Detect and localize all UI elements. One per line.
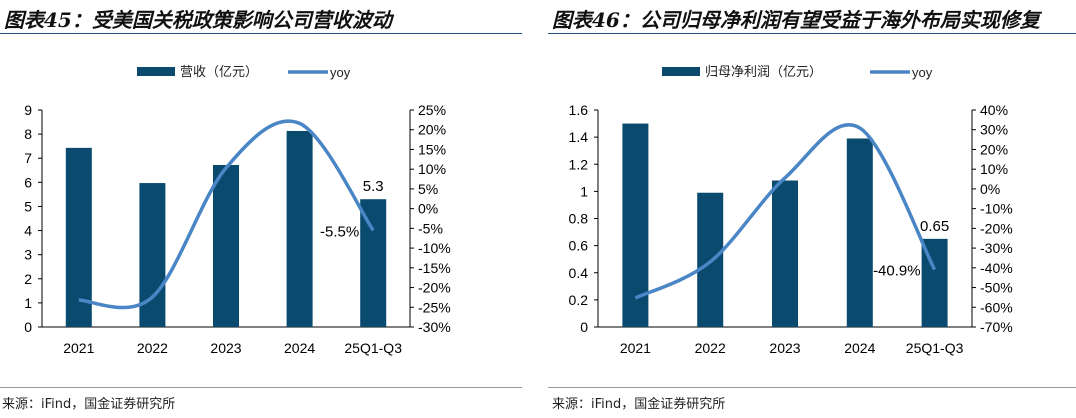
chart-title-45: 图表45：受美国关税政策影响公司营收波动 [4,8,392,32]
bar [139,183,166,327]
legend-line-label: yoy [330,65,351,80]
title-divider [0,33,522,34]
left-tick-label: 0.8 [569,211,589,227]
legend-line-label: yoy [912,65,933,80]
right-tick-label: -5% [418,220,443,236]
x-tick-label: 2023 [210,340,241,356]
yoy-data-label: -40.9% [873,263,921,280]
left-tick-label: 0 [580,319,588,335]
x-tick-label: 2023 [769,340,800,356]
right-tick-label: 0% [418,201,438,217]
chart-title-46: 图表46：公司归母净利润有望受益于海外布局实现修复 [552,8,1040,32]
right-tick-label: -30% [418,319,451,335]
right-tick-label: -20% [980,220,1013,236]
legend-bar-label: 营收（亿元） [180,64,258,79]
left-tick-label: 0.4 [569,265,589,281]
right-tick-label: 30% [980,122,1008,138]
left-tick-label: 0 [24,319,32,335]
bar-data-label: 0.65 [920,218,949,235]
left-tick-label: 0.6 [569,238,589,254]
bar-data-label: 5.3 [363,178,384,195]
left-tick-label: 1 [24,295,32,311]
source-divider [548,387,1076,388]
left-tick-label: 6 [24,174,32,190]
yoy-line [634,123,937,300]
x-tick-label: 2022 [695,340,726,356]
source-note: 来源：iFind，国金证券研究所 [2,397,176,412]
source-divider [0,387,522,388]
right-tick-label: -50% [980,280,1013,296]
right-tick-label: -15% [418,260,451,276]
x-tick-label: 25Q1-Q3 [906,340,964,356]
right-tick-label: 40% [980,102,1008,118]
right-tick-label: -40% [980,260,1013,276]
right-tick-label: -25% [418,299,451,315]
right-tick-label: 10% [418,161,446,177]
left-tick-label: 0.2 [569,292,589,308]
left-tick-label: 3 [24,247,32,263]
bar [65,147,92,327]
right-tick-label: 5% [418,181,438,197]
left-tick-label: 5 [24,198,32,214]
title-divider [548,33,1076,34]
right-tick-label: 10% [980,161,1008,177]
left-tick-label: 2 [24,271,32,287]
bar [772,180,798,327]
left-tick-label: 4 [24,223,32,239]
right-tick-label: -20% [418,280,451,296]
x-tick-label: 2024 [844,340,875,356]
x-tick-label: 2024 [284,340,315,356]
revenue-chart: 营收（亿元） yoy 0 1 2 3 4 5 6 7 8 9 -30% -25% -20% -15% -10% -… [24,64,451,356]
left-tick-label: 9 [24,102,32,118]
right-tick-label: -60% [980,299,1013,315]
x-tick-label: 2021 [620,340,651,356]
right-tick-label: 15% [418,141,446,157]
yoy-data-label: -5.5% [320,223,359,240]
bar [213,164,239,327]
bar [360,199,387,327]
right-tick-label: 20% [980,141,1008,157]
left-tick-label: 1.4 [569,129,589,145]
legend-bar-swatch [137,67,175,76]
right-tick-label: -70% [980,319,1013,335]
right-tick-label: -10% [980,201,1013,217]
left-tick-label: 1.6 [569,102,589,118]
right-tick-label: 20% [418,122,446,138]
left-tick-label: 7 [24,150,32,166]
right-tick-label: -30% [980,240,1013,256]
legend-bar-swatch [662,67,700,76]
x-tick-label: 25Q1-Q3 [344,340,402,356]
x-tick-label: 2022 [137,340,168,356]
right-tick-label: 25% [418,102,446,118]
left-tick-label: 8 [24,126,32,142]
left-tick-label: 1.2 [569,156,589,172]
right-tick-label: -10% [418,240,451,256]
net-profit-chart: 归母净利润（亿元） yoy 0 0.2 0.4 0.6 0.8 1 1.2 1.4 1.6 -70% -… [569,64,1013,356]
bar [846,138,873,327]
left-tick-label: 1 [580,183,588,199]
yoy-line [78,119,375,310]
legend-bar-label: 归母净利润（亿元） [705,64,822,79]
source-note: 来源：iFind，国金证券研究所 [552,397,726,412]
x-tick-label: 2021 [63,340,94,356]
bar [286,130,313,327]
right-tick-label: 0% [980,181,1000,197]
